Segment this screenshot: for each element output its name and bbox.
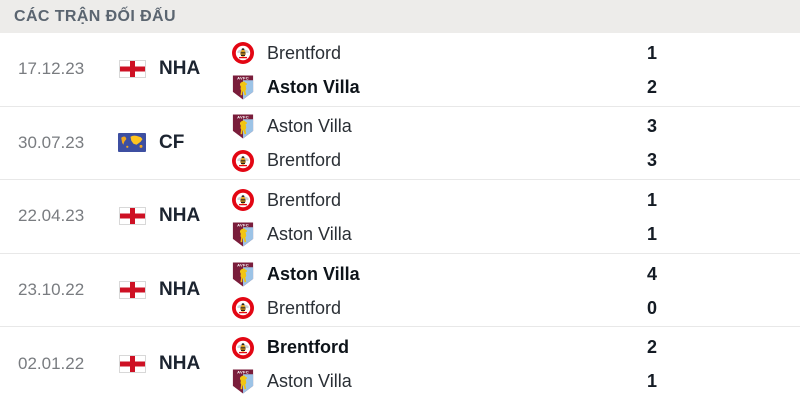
team-badge: [230, 222, 256, 247]
team-row: Brentford 2: [230, 332, 800, 364]
team-name: Brentford: [267, 189, 342, 210]
team-name: Aston Villa: [267, 223, 352, 244]
match-date: 17.12.23: [18, 59, 85, 79]
aston-villa-badge-icon: [232, 75, 254, 100]
teams-cell: Brentford 1 Aston Villa 1: [230, 182, 800, 250]
england-flag-icon: [119, 355, 146, 373]
league-flag: [118, 354, 146, 373]
team-badge: [230, 75, 256, 100]
match-date: 23.10.22: [18, 280, 85, 300]
team-row: Aston Villa 1: [230, 366, 800, 398]
team-score: 3: [646, 116, 657, 137]
section-header: CÁC TRẬN ĐỐI ĐẤU: [0, 0, 800, 33]
team-row: Brentford 1: [230, 37, 800, 69]
team-badge: [230, 41, 256, 65]
league-cell: CF: [118, 132, 230, 154]
teams-cell: Aston Villa 3 Brentford 3: [230, 109, 800, 177]
team-name: Brentford: [267, 42, 342, 63]
team-name: Aston Villa: [267, 371, 352, 392]
world-flag-icon: [118, 133, 146, 152]
team-badge: [230, 149, 256, 173]
england-flag-icon: [119, 207, 146, 225]
brentford-badge-icon: [231, 296, 255, 320]
team-badge: [230, 262, 256, 287]
team-score: 1: [646, 42, 657, 63]
team-row: Aston Villa 3: [230, 111, 800, 143]
brentford-badge-icon: [231, 149, 255, 173]
team-badge: [230, 114, 256, 139]
team-score: 3: [646, 150, 657, 171]
team-name: Aston Villa: [267, 76, 360, 97]
match-date: 22.04.23: [18, 206, 85, 226]
aston-villa-badge-icon: [232, 222, 254, 247]
team-name: Brentford: [267, 297, 342, 318]
team-row: Brentford 3: [230, 145, 800, 177]
match-row: 22.04.23 NHA Brentford 1: [0, 180, 800, 254]
league-label: CF: [159, 131, 185, 153]
aston-villa-badge-icon: [232, 262, 254, 287]
team-score: 2: [646, 337, 657, 358]
team-score: 0: [646, 297, 657, 318]
team-score: 2: [646, 76, 657, 97]
league-flag: [118, 207, 146, 226]
team-score: 1: [646, 223, 657, 244]
league-flag: [118, 133, 146, 152]
teams-cell: Brentford 1 Aston Villa 2: [230, 35, 800, 103]
aston-villa-badge-icon: [232, 114, 254, 139]
match-row: 02.01.22 NHA Brentford 2: [0, 327, 800, 400]
team-name: Brentford: [267, 337, 349, 358]
league-label: NHA: [159, 58, 201, 80]
match-list: 17.12.23 NHA Brentford 1: [0, 33, 800, 400]
team-score: 1: [646, 189, 657, 210]
league-label: NHA: [159, 279, 201, 301]
match-row: 30.07.23 CF Aston Villa 3: [0, 107, 800, 181]
team-badge: [230, 296, 256, 320]
team-row: Brentford 0: [230, 292, 800, 324]
league-cell: NHA: [118, 353, 230, 375]
match-row: 17.12.23 NHA Brentford 1: [0, 33, 800, 107]
league-flag: [118, 60, 146, 79]
match-date: 02.01.22: [18, 353, 85, 373]
league-cell: NHA: [118, 279, 230, 301]
team-row: Aston Villa 4: [230, 258, 800, 290]
match-date: 30.07.23: [18, 132, 85, 152]
england-flag-icon: [119, 60, 146, 78]
team-name: Brentford: [267, 150, 342, 171]
brentford-badge-icon: [231, 188, 255, 212]
match-row: 23.10.22 NHA Aston Villa 4: [0, 254, 800, 328]
league-cell: NHA: [118, 58, 230, 80]
team-score: 1: [646, 371, 657, 392]
team-row: Aston Villa 1: [230, 218, 800, 250]
league-label: NHA: [159, 352, 201, 374]
team-row: Aston Villa 2: [230, 71, 800, 103]
league-flag: [118, 281, 146, 300]
team-badge: [230, 369, 256, 394]
england-flag-icon: [119, 281, 146, 299]
teams-cell: Aston Villa 4 Brentford 0: [230, 256, 800, 324]
aston-villa-badge-icon: [232, 369, 254, 394]
team-row: Brentford 1: [230, 184, 800, 216]
team-badge: [230, 188, 256, 212]
section-title: CÁC TRẬN ĐỐI ĐẤU: [14, 7, 176, 25]
team-badge: [230, 336, 256, 360]
league-cell: NHA: [118, 205, 230, 227]
team-name: Aston Villa: [267, 263, 360, 284]
teams-cell: Brentford 2 Aston Villa 1: [230, 330, 800, 398]
brentford-badge-icon: [231, 41, 255, 65]
team-name: Aston Villa: [267, 116, 352, 137]
league-label: NHA: [159, 205, 201, 227]
team-score: 4: [646, 263, 657, 284]
brentford-badge-icon: [231, 336, 255, 360]
